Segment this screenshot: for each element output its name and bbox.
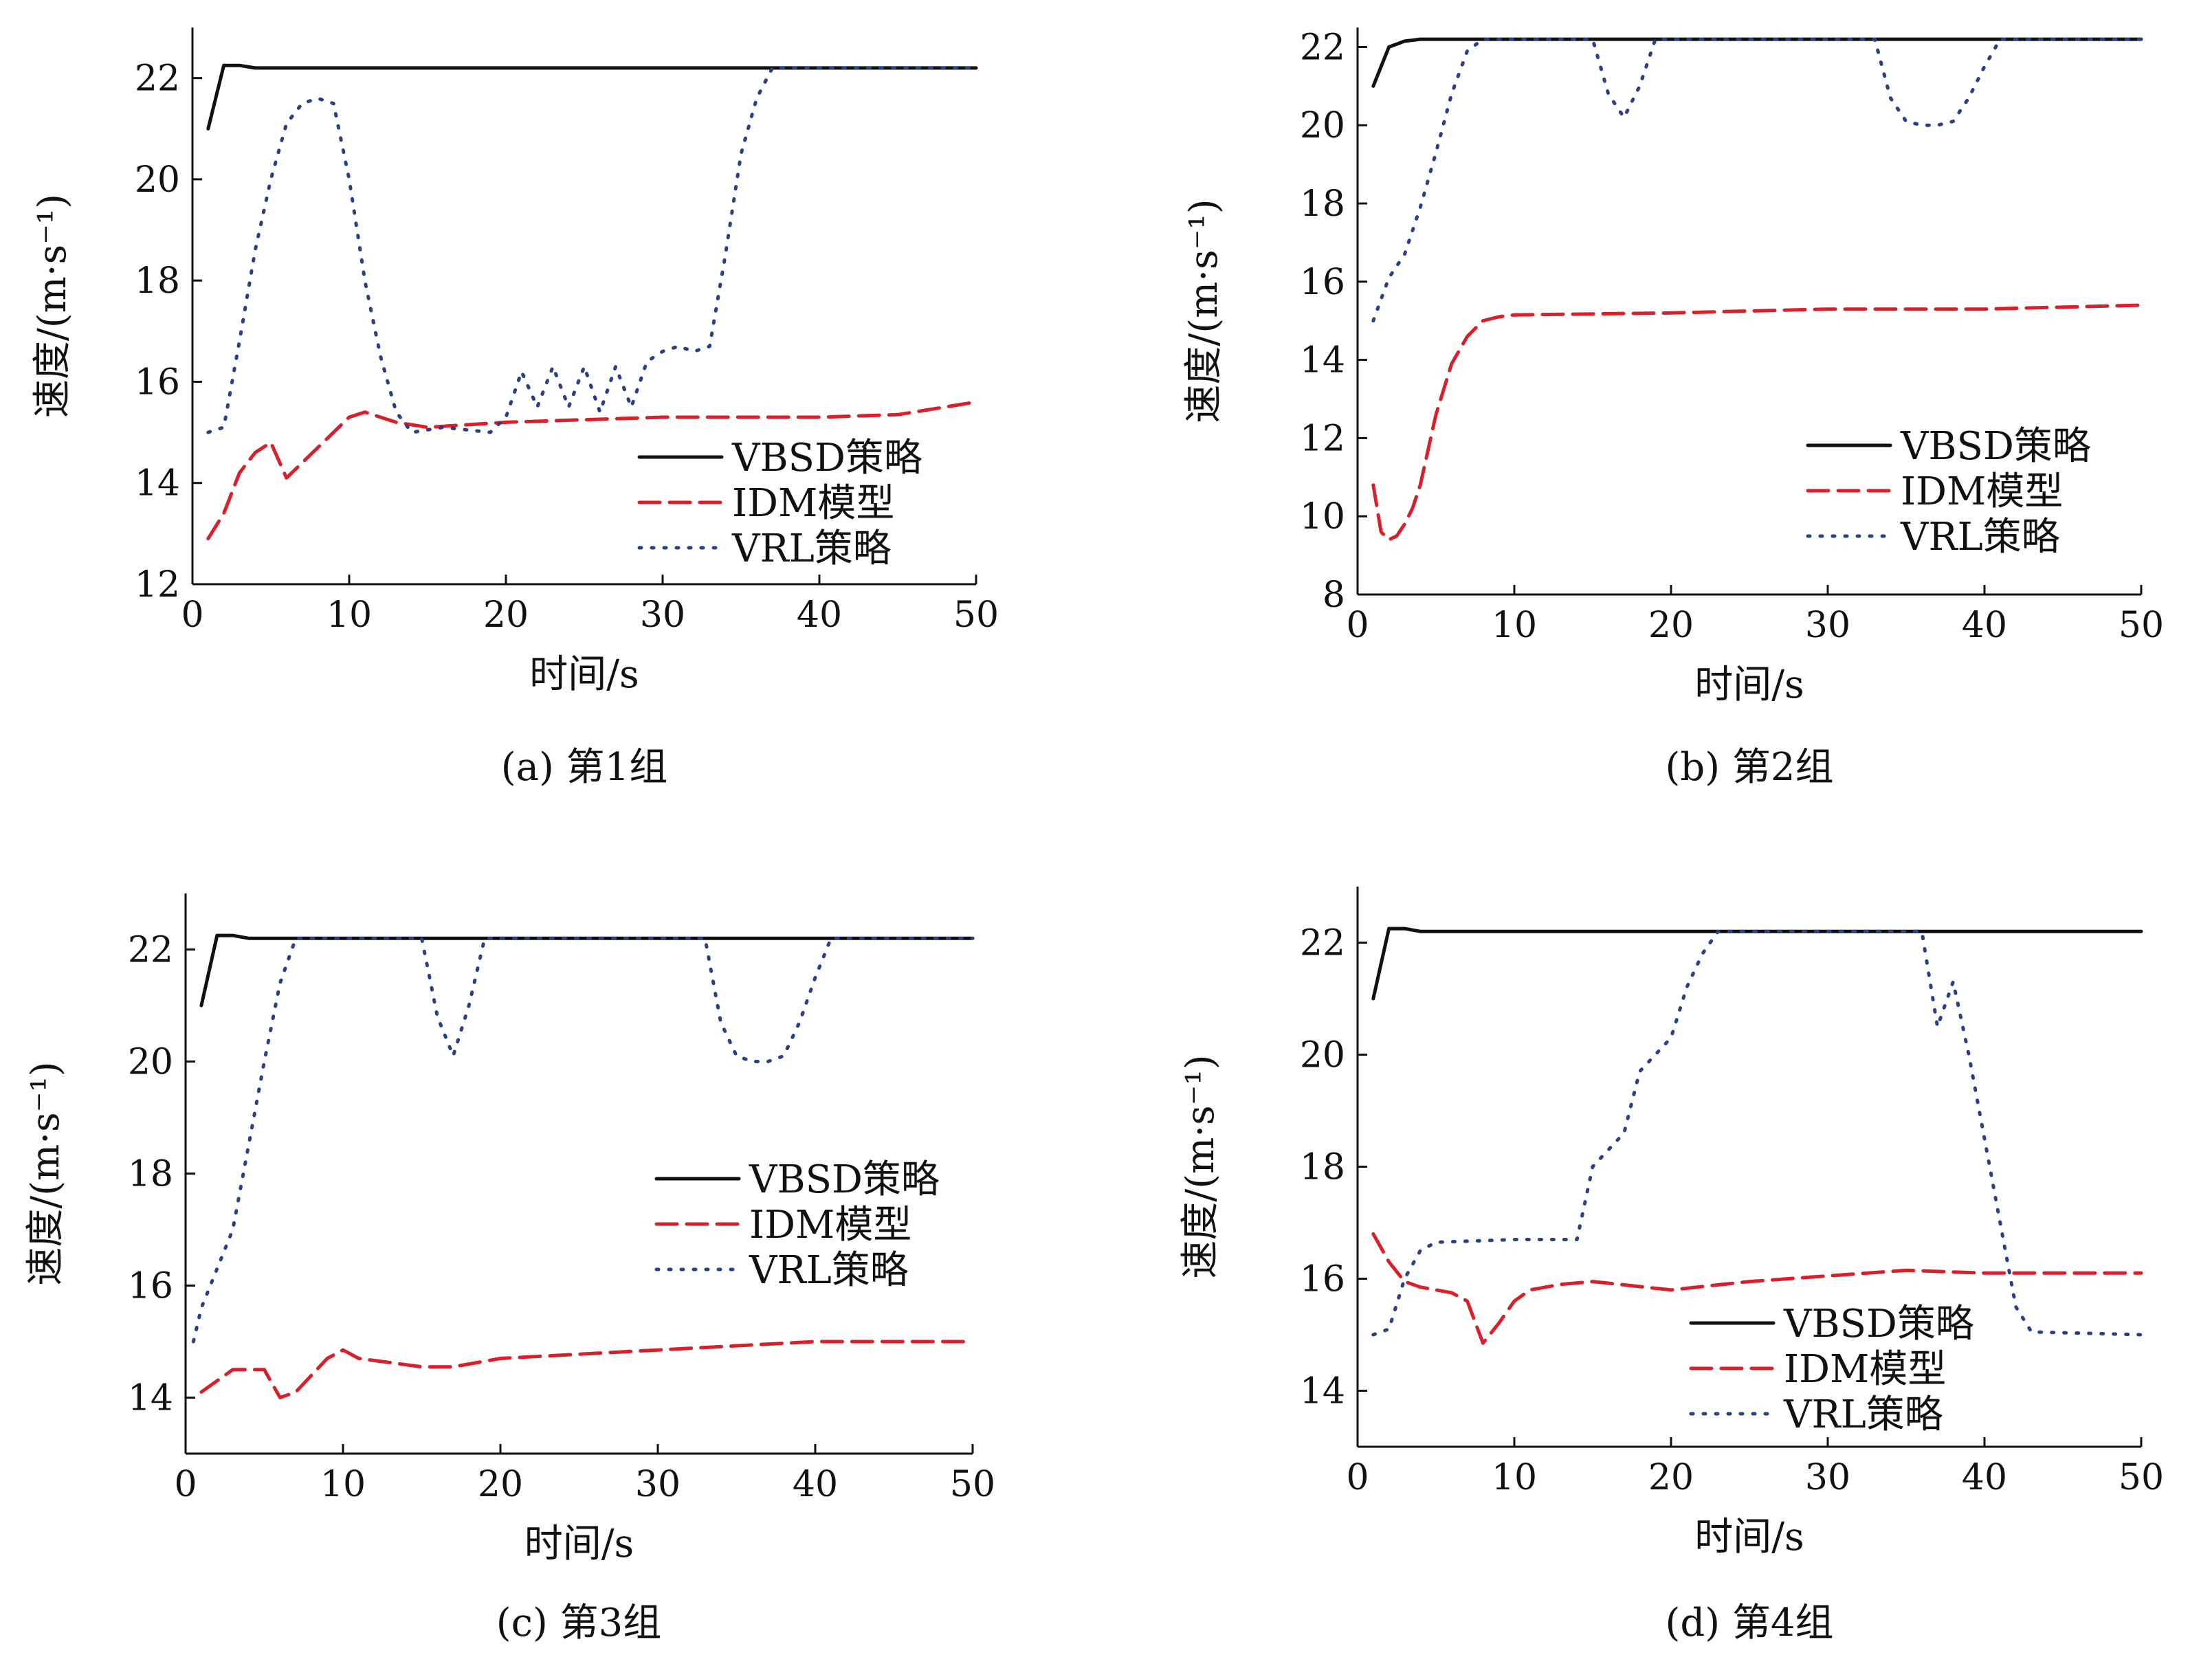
y-tick-label: 10 [1300,496,1345,537]
legend-label-vrl: VRL策略 [749,1248,909,1293]
x-tick-label: 50 [953,595,999,636]
chart-panel-2: 0 10 20 30 40 50 8 10 12 14 16 18 20 22 时间/s 速度/(m·s⁻¹)… [1182,27,2164,790]
y-tick-label: 14 [135,463,180,504]
chart-panel-4: 0 10 20 30 40 50 14 16 18 20 22 时间/s 速度/(m·s⁻¹) VBSD策… [1178,887,2164,1645]
y-tick-label: 16 [1300,262,1345,303]
series-line-vrl [1371,929,2143,1337]
series-line-vbsd [199,933,975,1008]
x-tick-label: 30 [1805,1457,1850,1498]
series-line-idm [206,400,978,541]
y-tick-label: 18 [128,1154,173,1195]
y-tick-label: 18 [1300,1147,1345,1188]
x-tick-label: 0 [181,595,203,636]
x-tick-label: 10 [320,1464,366,1505]
x-tick-label: 50 [950,1464,995,1505]
x-axis-title: 时间/s [524,1522,634,1566]
series-line-vrl [1371,37,2143,323]
x-tick-label: 10 [327,595,372,636]
y-tick-label: 16 [1300,1259,1345,1300]
legend-label-vrl: VRL策略 [1783,1392,1943,1437]
x-tick-label: 0 [174,1464,197,1505]
y-tick-label: 14 [1300,340,1345,381]
x-tick-label: 40 [1962,1457,2007,1498]
chart-panel-3: 0 10 20 30 40 50 14 16 18 20 22 时间/s 速度/(m·s⁻¹) VBSD策… [23,893,995,1645]
x-tick-label: 0 [1346,1457,1369,1498]
y-tick-label: 14 [128,1378,173,1419]
panel-caption: (a) 第1组 [501,745,668,790]
x-axis-title: 时间/s [1694,663,1804,707]
y-tick-label: 14 [1300,1371,1345,1412]
panel-caption: (b) 第2组 [1666,745,1834,790]
y-tick-label: 20 [1300,105,1345,146]
legend-label-vrl: VRL策略 [731,526,892,571]
x-tick-label: 50 [2119,1457,2164,1498]
legend-label-vbsd: VBSD策略 [749,1157,940,1202]
x-tick-label: 0 [1346,605,1369,646]
x-tick-label: 20 [478,1464,523,1505]
legend-label-vbsd: VBSD策略 [1900,424,2091,469]
legend-label-idm: IDM模型 [732,481,894,526]
series-line-vrl [206,66,978,434]
y-tick-label: 18 [1300,184,1345,225]
y-axis-title: 速度/(m·s⁻¹) [30,194,75,418]
y-tick-label: 22 [1300,27,1345,68]
y-tick-label: 12 [1300,418,1345,459]
y-tick-label: 20 [135,159,180,201]
x-tick-label: 30 [635,1464,681,1505]
x-tick-label: 40 [1962,605,2007,646]
x-tick-label: 50 [2119,605,2164,646]
series-line-idm [1371,1232,2143,1345]
y-tick-label: 22 [135,58,180,100]
panel-caption: (c) 第3组 [496,1601,662,1645]
series-line-vbsd [1371,37,2143,88]
x-tick-label: 30 [640,595,685,636]
legend-label-vbsd: VBSD策略 [1783,1302,1974,1346]
y-tick-label: 22 [128,930,173,971]
series-line-idm [1371,303,2143,542]
series-line-vrl [191,936,975,1344]
x-tick-label: 30 [1805,605,1850,646]
y-tick-label: 16 [128,1266,173,1307]
y-tick-label: 16 [135,362,180,403]
x-axis-title: 时间/s [529,652,639,697]
y-tick-label: 12 [135,564,180,606]
x-tick-label: 10 [1492,1457,1537,1498]
legend-label-idm: IDM模型 [1784,1347,1946,1392]
series-line-idm [199,1340,975,1399]
legend-label-idm: IDM模型 [749,1203,911,1247]
y-tick-label: 8 [1323,575,1345,616]
legend-label-vbsd: VBSD策略 [731,436,922,480]
x-tick-label: 20 [483,595,529,636]
x-tick-label: 10 [1492,605,1537,646]
chart-panel-1: 0 10 20 30 40 50 12 14 16 18 20 22 时间/s 速度/(m·s⁻¹) VBS… [30,27,999,790]
x-axis-title: 时间/s [1694,1515,1804,1559]
y-axis-title: 速度/(m·s⁻¹) [23,1061,68,1285]
x-tick-label: 40 [797,595,842,636]
x-tick-label: 40 [793,1464,838,1505]
y-axis-title: 速度/(m·s⁻¹) [1182,199,1226,423]
legend-label-vrl: VRL策略 [1900,515,2060,559]
y-axis-title: 速度/(m·s⁻¹) [1178,1054,1223,1278]
legend-label-idm: IDM模型 [1901,469,2063,514]
x-tick-label: 20 [1648,1457,1694,1498]
series-line-vbsd [1371,926,2143,1001]
y-tick-label: 20 [1300,1035,1345,1076]
panel-caption: (d) 第4组 [1666,1601,1834,1645]
y-tick-label: 22 [1300,923,1345,964]
series-line-vbsd [206,63,978,131]
y-tick-label: 18 [135,260,180,302]
x-tick-label: 20 [1648,605,1694,646]
y-tick-label: 20 [128,1042,173,1083]
